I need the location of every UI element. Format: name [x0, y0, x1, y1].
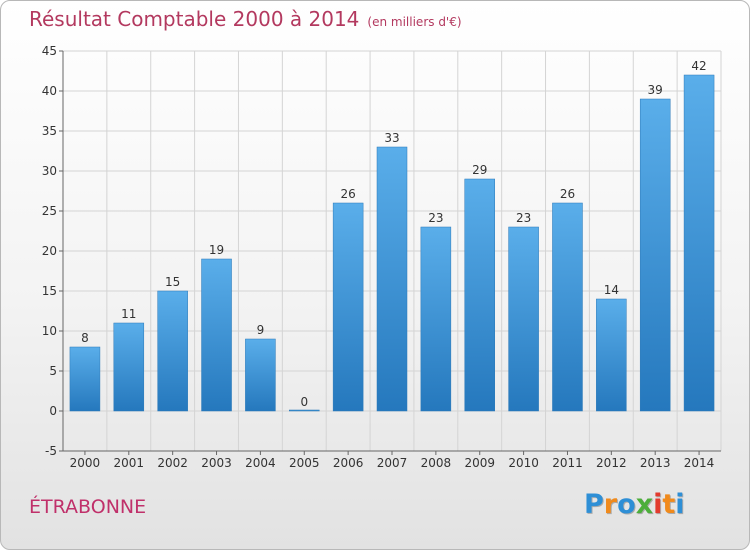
x-tick-label-2009: 2009: [464, 456, 495, 470]
commune-name: ÉTRABONNE: [29, 496, 147, 518]
y-tick-label: 45: [42, 44, 57, 58]
value-label-2005: 0: [300, 395, 308, 409]
x-tick-label-2012: 2012: [596, 456, 627, 470]
bar-2009: [464, 178, 495, 412]
value-label-2003: 19: [209, 243, 224, 257]
value-label-2010: 23: [516, 211, 531, 225]
bar-2003: [201, 258, 232, 412]
y-tick-label: 40: [42, 84, 57, 98]
logo-letter: r: [603, 489, 618, 520]
x-tick-label-2013: 2013: [640, 456, 671, 470]
y-tick-label: 20: [42, 244, 57, 258]
logo-letter: i: [675, 489, 685, 520]
axes: [59, 50, 721, 455]
x-tick-label-2003: 2003: [201, 456, 232, 470]
y-tick-label: 5: [49, 364, 57, 378]
bar-2010: [508, 226, 539, 412]
value-label-2001: 11: [121, 307, 136, 321]
bar-2011: [552, 202, 583, 412]
logo-letter: t: [662, 489, 676, 520]
x-tick-label-2007: 2007: [377, 456, 408, 470]
value-label-2007: 33: [384, 131, 399, 145]
bar-2008: [420, 226, 452, 412]
x-tick-label-2008: 2008: [421, 456, 452, 470]
value-label-2004: 9: [257, 323, 265, 337]
y-tick-label: 25: [42, 204, 57, 218]
bar-2007: [376, 146, 408, 412]
bars: [69, 74, 715, 412]
logo-letter: x: [635, 489, 654, 520]
y-tick-label: -5: [45, 444, 57, 458]
value-label-2002: 15: [165, 275, 180, 289]
value-label-2013: 39: [648, 83, 663, 97]
value-label-2000: 8: [81, 331, 89, 345]
labels: -5 0 5 10 15 20 25 30 35 40 45 8 2000 11 2001 15 2002 19 2…: [42, 44, 715, 470]
x-tick-label-2004: 2004: [245, 456, 276, 470]
logo-letter: i: [653, 489, 663, 520]
y-tick-label: 35: [42, 124, 57, 138]
value-label-2008: 23: [428, 211, 443, 225]
logo-letter: P: [584, 489, 604, 520]
x-tick-label-2001: 2001: [114, 456, 145, 470]
proxiti-logo: Proxiti: [584, 489, 685, 520]
y-tick-label: 30: [42, 164, 57, 178]
x-tick-label-2000: 2000: [70, 456, 101, 470]
value-label-2006: 26: [340, 187, 355, 201]
bar-2013: [639, 98, 671, 412]
x-tick-label-2002: 2002: [157, 456, 188, 470]
x-tick-label-2006: 2006: [333, 456, 364, 470]
y-tick-label: 15: [42, 284, 57, 298]
chart-unit: (en milliers d'€): [367, 15, 462, 29]
value-label-2014: 42: [691, 59, 706, 73]
y-tick-label: 0: [49, 404, 57, 418]
bar-2000: [69, 346, 101, 412]
y-tick-label: 10: [42, 324, 57, 338]
chart-title: Résultat Comptable 2000 à 2014 (en millie…: [29, 7, 462, 31]
value-label-2012: 14: [604, 283, 619, 297]
bar-2012: [596, 298, 627, 412]
bar-2014: [683, 74, 715, 412]
x-tick-label-2010: 2010: [508, 456, 539, 470]
bar-2006: [332, 202, 364, 412]
value-label-2011: 26: [560, 187, 575, 201]
x-tick-label-2014: 2014: [684, 456, 715, 470]
value-label-2009: 29: [472, 163, 487, 177]
bar-2005: [289, 409, 320, 412]
x-tick-label-2011: 2011: [552, 456, 583, 470]
x-tick-label-2005: 2005: [289, 456, 320, 470]
bar-2002: [157, 290, 188, 412]
bar-2004: [245, 338, 276, 412]
logo-letter: o: [617, 489, 636, 520]
chart-title-text: Résultat Comptable 2000 à 2014: [29, 7, 360, 31]
bar-2001: [113, 322, 145, 412]
